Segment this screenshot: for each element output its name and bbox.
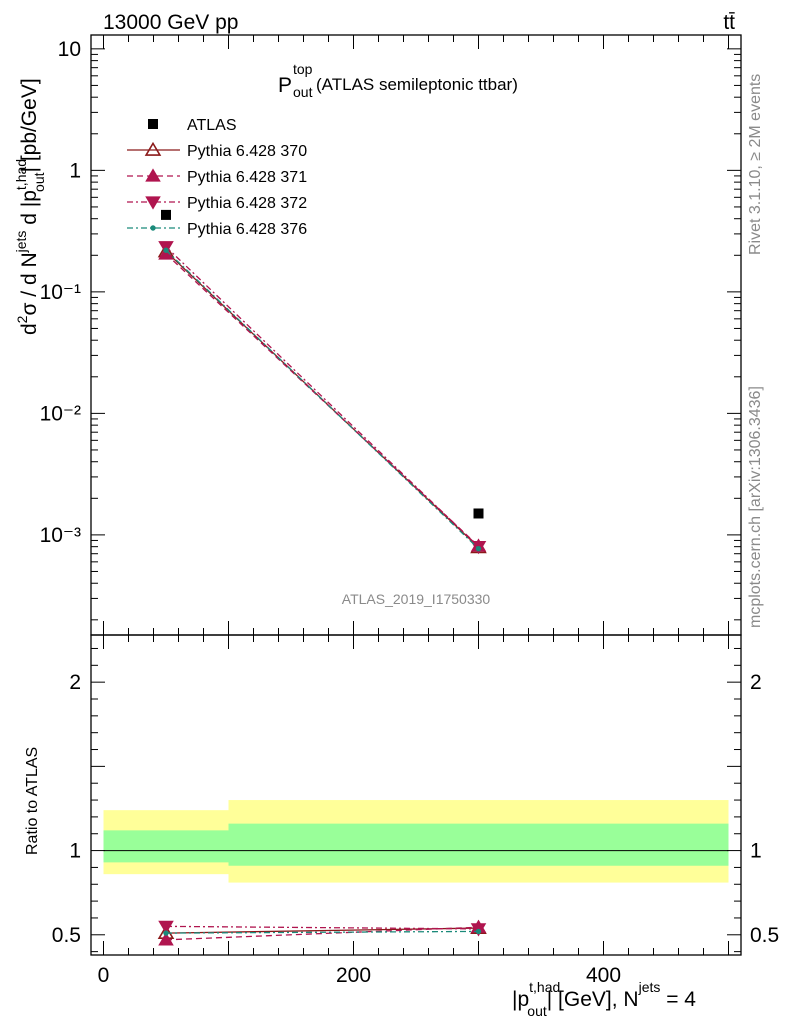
legend-marker-3 (145, 196, 161, 210)
x-tick-label-1: 200 (336, 964, 371, 987)
main-point-0-1 (473, 508, 484, 519)
x-tick-label-0: 0 (98, 964, 110, 987)
band-inner-1 (228, 823, 729, 866)
process-label: tt̄ (723, 11, 735, 34)
legend-label-0: ATLAS (187, 117, 237, 134)
main-series-4 (163, 247, 482, 552)
main-series-line-3 (165, 246, 479, 548)
plot-title: P top out (ATLAS semileptonic ttbar) (278, 61, 518, 100)
plot-title-sup: top (293, 61, 313, 77)
main-plot (157, 209, 487, 555)
ratio-point-3-1 (475, 928, 482, 935)
ratio-y-tick-label-0: 2 (69, 671, 81, 694)
main-y-tick-label-0: 10 (58, 38, 81, 61)
ratio-frame (90, 634, 742, 956)
main-y-tick-label-3: 10⁻² (40, 402, 81, 425)
legend-marker-2 (145, 168, 161, 182)
ratio-point-1-0 (158, 932, 174, 946)
main-point-4-1 (475, 545, 482, 552)
main-series-line-4 (165, 249, 479, 550)
ratio-series-0 (157, 919, 487, 940)
main-y-tick-label-4: 10⁻³ (40, 524, 81, 547)
main-y-tick-label-1: 1 (69, 159, 81, 182)
ratio-point-2-0 (158, 920, 174, 934)
legend-entry-1: Pythia 6.428 370 (127, 141, 307, 160)
legend-entry-3: Pythia 6.428 372 (127, 195, 307, 212)
legend-label-3: Pythia 6.428 372 (187, 195, 307, 212)
ratio-series-line-2 (165, 925, 479, 930)
ratio-point-3-0 (163, 930, 169, 936)
ratio-y-tick-label-right-2: 0.5 (750, 924, 779, 947)
legend: ATLAS Pythia 6.428 370 Pythia 6.428 371 Pyt… (127, 117, 307, 238)
plot-title-main: P (278, 74, 292, 97)
legend-marker-0 (148, 119, 158, 129)
side-label-top: Rivet 3.1.10, ≥ 2M events (747, 74, 764, 255)
legend-marker-1 (144, 141, 162, 156)
main-series-3 (158, 241, 487, 555)
plot-title-rest: (ATLAS semileptonic ttbar) (316, 75, 518, 94)
main-ylabel: d2σ / d Njets d |pt,had out| [pb/GeV] (13, 78, 47, 335)
x-axis-label: |pt,had out| [GeV], Njets = 4 (512, 979, 696, 1019)
main-series-0 (161, 209, 484, 519)
main-series-line-2 (165, 253, 479, 547)
main-point-4-0 (163, 247, 169, 253)
ratio-y-tick-label-2: 0.5 (52, 924, 81, 947)
ratio-series-line-3 (165, 930, 479, 934)
legend-entry-2: Pythia 6.428 371 (127, 168, 307, 186)
legend-label-1: Pythia 6.428 370 (187, 143, 307, 160)
legend-entry-0: ATLAS (148, 117, 237, 134)
energy-label: 13000 GeV pp (103, 11, 238, 34)
legend-label-4: Pythia 6.428 376 (187, 221, 307, 238)
band-inner-0 (103, 830, 229, 863)
ratio-y-tick-label-1: 1 (69, 840, 81, 863)
main-point-0-0 (161, 209, 171, 220)
x-tick-label-2: 400 (586, 964, 621, 987)
legend-marker-4 (150, 225, 156, 231)
ratio-bands (103, 800, 729, 883)
watermark: ATLAS_2019_I1750330 (342, 591, 491, 607)
main-y-tick-label-2: 10⁻¹ (40, 281, 81, 304)
plot-frames: 0 200 400 10 1 10⁻¹ 10⁻² 10⁻³ 2 2 1 1 0.5 0.5 (40, 34, 779, 987)
legend-entry-4: Pythia 6.428 376 (127, 221, 307, 238)
ratio-series-3 (163, 928, 482, 936)
main-point-3-0 (158, 241, 174, 255)
ratio-plot (157, 919, 487, 946)
ratio-ylabel: Ratio to ATLAS (24, 747, 41, 855)
plot-title-sub: out (293, 84, 313, 100)
ratio-y-tick-label-right-1: 1 (750, 840, 762, 863)
ratio-y-tick-label-right-0: 2 (750, 671, 762, 694)
side-label-bottom: mcplots.cern.ch [arXiv:1306.3436] (747, 386, 764, 628)
legend-label-2: Pythia 6.428 371 (187, 169, 307, 186)
ratio-series-line-1 (165, 926, 479, 941)
